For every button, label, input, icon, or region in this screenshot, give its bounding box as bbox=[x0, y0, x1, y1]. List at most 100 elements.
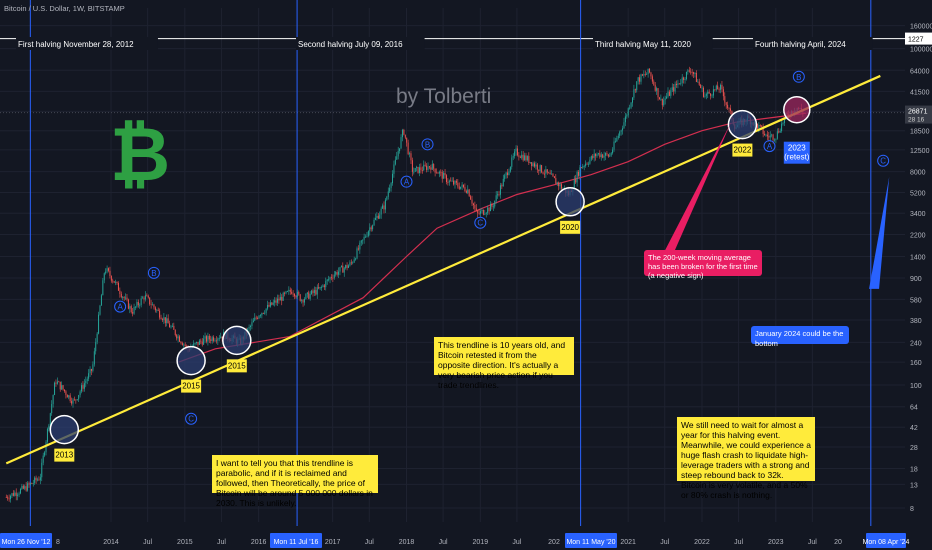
candle-body bbox=[610, 153, 612, 156]
circle-year-badge bbox=[54, 448, 75, 462]
candle-body bbox=[261, 312, 263, 316]
x-tick-label: Jul bbox=[365, 539, 374, 546]
date-badge-label: Mon 11 Jul '16 bbox=[274, 539, 319, 546]
wave-label-ring bbox=[421, 138, 434, 151]
candle-body bbox=[714, 89, 716, 91]
candle-body bbox=[505, 172, 507, 176]
candle-body bbox=[196, 341, 198, 343]
candle-body bbox=[397, 151, 399, 157]
y-tick-label: 380 bbox=[910, 318, 922, 325]
candle-body bbox=[437, 172, 439, 174]
candle-body bbox=[61, 385, 63, 390]
candle-body bbox=[448, 180, 450, 183]
retest-circle bbox=[49, 414, 80, 445]
candle-body bbox=[353, 259, 355, 263]
candle-body bbox=[509, 166, 511, 172]
candle-body bbox=[529, 162, 531, 164]
wave-label-ring bbox=[114, 300, 127, 313]
candle-body bbox=[380, 208, 382, 215]
candle-body bbox=[414, 168, 416, 172]
wave-label: B bbox=[425, 140, 430, 149]
candle-body bbox=[521, 154, 523, 158]
circle-year-label: 2013 bbox=[55, 451, 73, 460]
candle-body bbox=[75, 399, 77, 401]
candle-body bbox=[401, 129, 403, 138]
candle-body bbox=[164, 317, 166, 324]
candle-body bbox=[494, 200, 496, 207]
candle-body bbox=[781, 123, 783, 132]
candle-body bbox=[614, 141, 616, 143]
candle-body bbox=[336, 272, 338, 275]
candle-body bbox=[674, 83, 676, 92]
candle-body bbox=[646, 74, 648, 75]
candle-body bbox=[356, 248, 358, 259]
candle-body bbox=[546, 169, 548, 173]
candle-body bbox=[83, 383, 85, 389]
candle-body bbox=[756, 123, 758, 129]
candle-body bbox=[690, 71, 692, 73]
candle-body bbox=[48, 425, 50, 429]
candle-body bbox=[146, 295, 148, 297]
candle-body bbox=[370, 227, 372, 230]
candle-body bbox=[31, 483, 33, 484]
candle-body bbox=[156, 309, 158, 311]
candle-body bbox=[508, 171, 510, 175]
candle-body bbox=[467, 189, 469, 193]
candle-body bbox=[534, 163, 536, 167]
candle-body bbox=[775, 138, 777, 140]
candle-body bbox=[372, 225, 374, 230]
candle-body bbox=[311, 290, 313, 294]
candle-body bbox=[424, 164, 426, 166]
candle-body bbox=[656, 88, 658, 91]
wave-label: A bbox=[404, 178, 410, 187]
y-tick-label: 160000 bbox=[910, 24, 932, 31]
candle-body bbox=[768, 136, 770, 138]
candle-body bbox=[417, 166, 419, 173]
candle-body bbox=[605, 153, 607, 156]
trendline bbox=[5, 74, 881, 465]
candle-body bbox=[649, 68, 651, 73]
candle-body bbox=[471, 199, 473, 204]
candle-body bbox=[643, 74, 645, 76]
candle-body bbox=[117, 283, 119, 291]
candle-body bbox=[585, 163, 587, 166]
candle-body bbox=[217, 338, 219, 341]
candle-body bbox=[211, 337, 213, 341]
candle-body bbox=[56, 381, 58, 384]
halving-label-bg bbox=[753, 37, 873, 50]
candle-body bbox=[576, 171, 578, 183]
candle-body bbox=[384, 199, 386, 210]
wave-label: B bbox=[151, 269, 156, 278]
halving-label-bg bbox=[16, 37, 158, 50]
candle-body bbox=[661, 98, 663, 106]
wave-label-ring bbox=[147, 266, 160, 279]
candle-body bbox=[149, 297, 151, 305]
y-tick-label: 160 bbox=[910, 360, 922, 367]
candle-body bbox=[201, 341, 203, 345]
x-tick-label: 2021 bbox=[620, 539, 636, 546]
x-tick-label: Jul bbox=[660, 539, 669, 546]
candle-body bbox=[578, 171, 580, 176]
candle-body bbox=[153, 304, 155, 308]
candle-body bbox=[623, 122, 625, 129]
candle-body bbox=[776, 131, 778, 139]
candle-body bbox=[704, 95, 706, 97]
candle-body bbox=[259, 315, 261, 317]
circle-year-badge bbox=[783, 141, 810, 164]
candle-body bbox=[377, 215, 379, 219]
wave-label: A bbox=[117, 303, 123, 312]
candle-body bbox=[105, 271, 107, 274]
candle-body bbox=[592, 156, 594, 158]
candle-body bbox=[434, 168, 436, 173]
candle-body bbox=[328, 279, 330, 281]
candle-body bbox=[269, 302, 271, 307]
candle-body bbox=[470, 196, 472, 200]
candle-body bbox=[633, 89, 635, 98]
candle-body bbox=[272, 302, 274, 305]
candle-body bbox=[516, 148, 518, 156]
candle-body bbox=[683, 77, 685, 80]
candle-body bbox=[559, 184, 561, 187]
candle-body bbox=[451, 180, 453, 182]
candle-body bbox=[600, 154, 602, 158]
